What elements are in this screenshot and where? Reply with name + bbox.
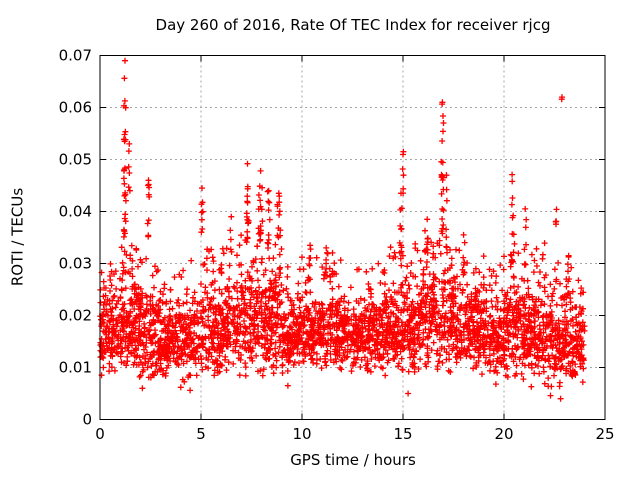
y-tick-label: 0.03 bbox=[59, 255, 92, 273]
y-tick-label: 0.02 bbox=[59, 307, 92, 325]
x-tick-label: 5 bbox=[196, 425, 206, 443]
x-tick-label: 20 bbox=[494, 425, 513, 443]
chart-title: Day 260 of 2016, Rate Of TEC Index for r… bbox=[155, 16, 551, 34]
x-tick-label: 10 bbox=[292, 425, 311, 443]
y-tick-labels: 0 0.01 0.02 0.03 0.04 0.05 0.06 0.07 bbox=[59, 47, 92, 429]
y-tick-label: 0 bbox=[82, 411, 92, 429]
plot-border bbox=[99, 54, 606, 421]
scatter-points bbox=[97, 57, 588, 402]
y-tick-label: 0.06 bbox=[59, 99, 92, 117]
y-tick-label: 0.01 bbox=[59, 359, 92, 377]
x-tick-label: 15 bbox=[393, 425, 412, 443]
x-tick-labels: 0 5 10 15 20 25 bbox=[95, 425, 614, 443]
x-axis-label: GPS time / hours bbox=[290, 451, 416, 469]
x-tick-label: 0 bbox=[95, 425, 105, 443]
y-tick-label: 0.07 bbox=[59, 47, 92, 65]
x-tick-label: 25 bbox=[595, 425, 614, 443]
y-tick-label: 0.04 bbox=[59, 203, 92, 221]
y-tick-label: 0.05 bbox=[59, 151, 92, 169]
